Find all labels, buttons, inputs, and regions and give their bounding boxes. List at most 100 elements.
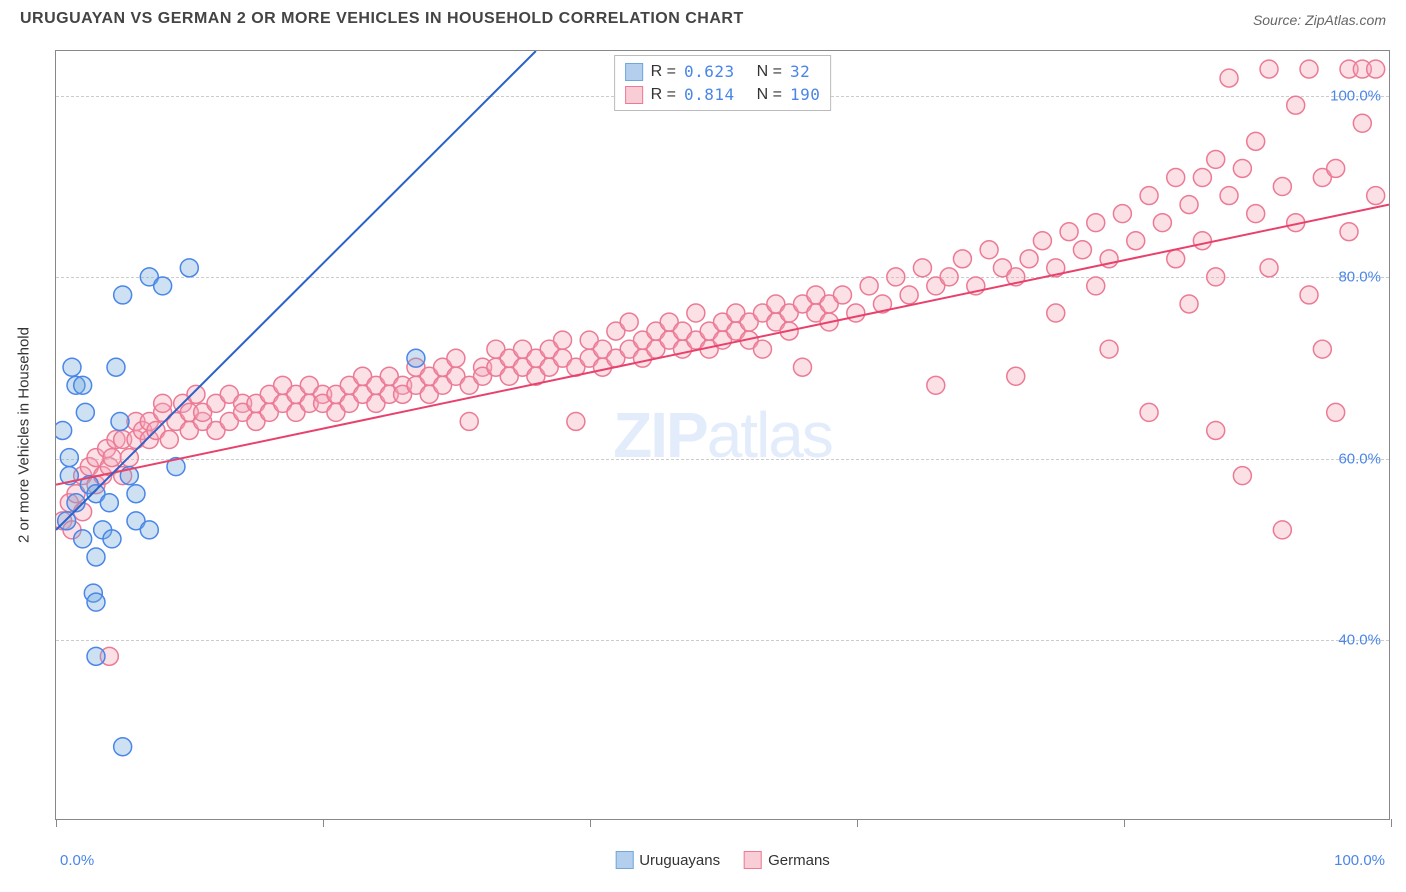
data-point xyxy=(1047,304,1065,322)
data-point xyxy=(1247,132,1265,150)
data-point xyxy=(1220,69,1238,87)
x-tick xyxy=(1124,819,1125,827)
data-point xyxy=(1113,205,1131,223)
data-point xyxy=(407,349,425,367)
data-point xyxy=(1287,96,1305,114)
data-point xyxy=(1313,340,1331,358)
data-point xyxy=(1167,169,1185,187)
data-point xyxy=(1140,187,1158,205)
trend-line xyxy=(56,205,1389,485)
data-point xyxy=(1193,169,1211,187)
data-point xyxy=(87,647,105,665)
data-point xyxy=(140,521,158,539)
data-point xyxy=(1247,205,1265,223)
data-point xyxy=(1193,232,1211,250)
data-point xyxy=(1060,223,1078,241)
data-point xyxy=(1020,250,1038,268)
data-point xyxy=(1207,422,1225,440)
data-point xyxy=(620,313,638,331)
data-point xyxy=(754,340,772,358)
data-point xyxy=(687,304,705,322)
data-point xyxy=(953,250,971,268)
data-point xyxy=(793,358,811,376)
data-point xyxy=(1300,60,1318,78)
data-point xyxy=(58,512,76,530)
x-tick xyxy=(590,819,591,827)
chart-title: URUGUAYAN VS GERMAN 2 OR MORE VEHICLES I… xyxy=(20,10,744,27)
data-point xyxy=(87,593,105,611)
data-point xyxy=(187,385,205,403)
x-tick-label-min: 0.0% xyxy=(60,852,94,869)
data-point xyxy=(1340,223,1358,241)
legend-stats-row-1: R = 0.814 N = 190 xyxy=(625,83,821,106)
data-point xyxy=(1327,159,1345,177)
data-point xyxy=(114,286,132,304)
data-point xyxy=(154,394,172,412)
data-point xyxy=(1300,286,1318,304)
legend-item-germans: Germans xyxy=(744,851,830,869)
scatter-plot xyxy=(56,51,1389,819)
data-point xyxy=(63,358,81,376)
data-point xyxy=(1260,259,1278,277)
data-point xyxy=(1260,60,1278,78)
data-point xyxy=(111,412,129,430)
data-point xyxy=(107,358,125,376)
data-point xyxy=(1087,277,1105,295)
data-point xyxy=(927,376,945,394)
data-point xyxy=(1367,187,1385,205)
data-point xyxy=(460,412,478,430)
swatch-icon xyxy=(625,86,643,104)
legend-stats: R = 0.623 N = 32 R = 0.814 N = 190 xyxy=(614,55,832,111)
data-point xyxy=(913,259,931,277)
legend-item-uruguayans: Uruguayans xyxy=(615,851,720,869)
data-point xyxy=(1233,467,1251,485)
chart-frame: 2 or more Vehicles in Household ZIPatlas… xyxy=(55,50,1390,820)
x-tick xyxy=(56,819,57,827)
data-point xyxy=(567,412,585,430)
x-tick xyxy=(857,819,858,827)
data-point xyxy=(1207,150,1225,168)
swatch-icon xyxy=(615,851,633,869)
data-point xyxy=(1233,159,1251,177)
data-point xyxy=(100,494,118,512)
data-point xyxy=(56,422,72,440)
data-point xyxy=(1207,268,1225,286)
data-point xyxy=(1180,295,1198,313)
x-tick xyxy=(1391,819,1392,827)
data-point xyxy=(160,431,178,449)
data-point xyxy=(940,268,958,286)
data-point xyxy=(1167,250,1185,268)
source-attribution: Source: ZipAtlas.com xyxy=(1253,12,1386,28)
data-point xyxy=(1140,403,1158,421)
x-tick xyxy=(323,819,324,827)
data-point xyxy=(1127,232,1145,250)
data-point xyxy=(900,286,918,304)
data-point xyxy=(860,277,878,295)
swatch-icon xyxy=(625,63,643,81)
data-point xyxy=(180,259,198,277)
data-point xyxy=(1273,521,1291,539)
chart-container: URUGUAYAN VS GERMAN 2 OR MORE VEHICLES I… xyxy=(0,0,1406,892)
data-point xyxy=(76,403,94,421)
data-point xyxy=(74,530,92,548)
legend-label: Germans xyxy=(768,852,830,869)
x-tick-label-max: 100.0% xyxy=(1334,852,1385,869)
data-point xyxy=(1220,187,1238,205)
data-point xyxy=(74,376,92,394)
data-point xyxy=(154,277,172,295)
data-point xyxy=(847,304,865,322)
data-point xyxy=(1073,241,1091,259)
swatch-icon xyxy=(744,851,762,869)
data-point xyxy=(554,331,572,349)
data-point xyxy=(60,449,78,467)
data-point xyxy=(1007,367,1025,385)
data-point xyxy=(887,268,905,286)
header: URUGUAYAN VS GERMAN 2 OR MORE VEHICLES I… xyxy=(20,10,1386,40)
data-point xyxy=(103,449,121,467)
legend-label: Uruguayans xyxy=(639,852,720,869)
data-point xyxy=(103,530,121,548)
y-axis-label: 2 or more Vehicles in Household xyxy=(16,327,33,543)
data-point xyxy=(1273,178,1291,196)
data-point xyxy=(87,548,105,566)
data-point xyxy=(127,485,145,503)
